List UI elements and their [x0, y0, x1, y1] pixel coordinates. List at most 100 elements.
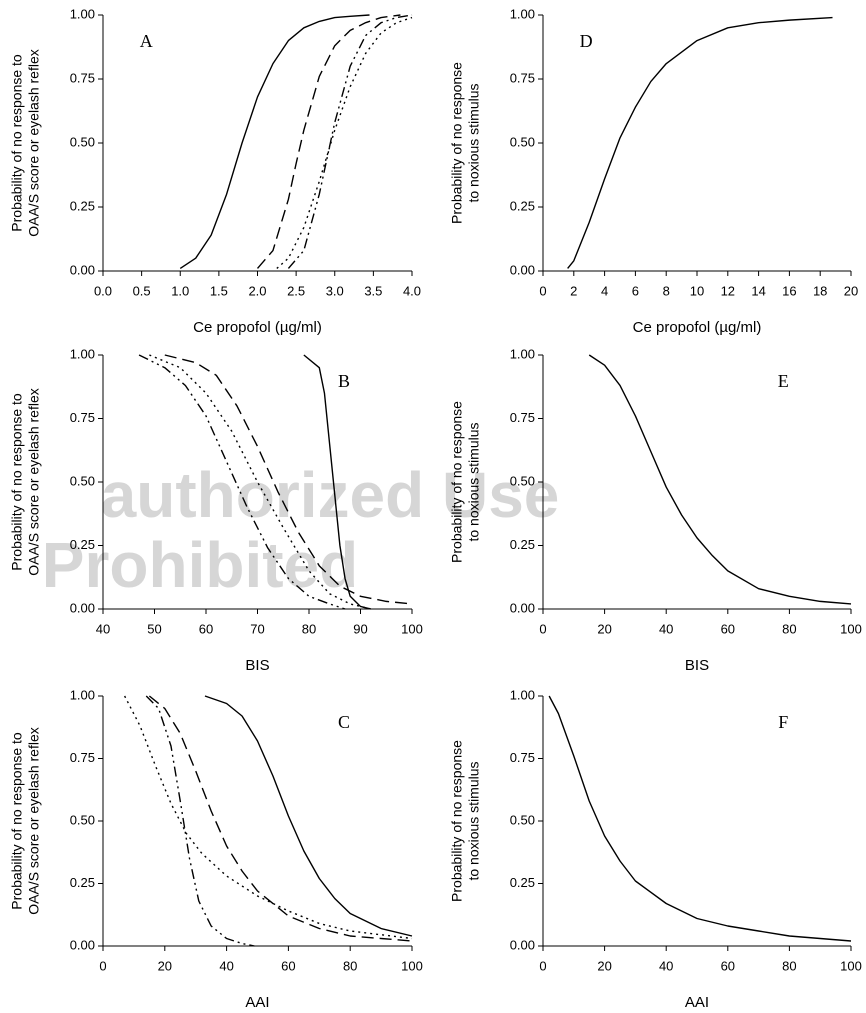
- curve: [148, 695, 413, 942]
- curve: [145, 695, 255, 947]
- curve: [567, 16, 833, 269]
- y-axis-title: Probability of no response to: [9, 393, 25, 571]
- x-tick-label: 3.5: [364, 283, 382, 298]
- x-tick-label: 0.0: [94, 283, 112, 298]
- x-tick-label: 70: [250, 621, 264, 636]
- y-tick-label: 0.75: [70, 70, 95, 85]
- x-tick-label: 2: [570, 283, 577, 298]
- x-tick-label: 100: [840, 958, 862, 973]
- x-axis-title: BIS: [685, 657, 709, 674]
- y-tick-label: 0.75: [510, 750, 535, 765]
- y-tick-label: 0.25: [70, 198, 95, 213]
- x-tick-label: 60: [281, 958, 295, 973]
- x-tick-label: 10: [690, 283, 704, 298]
- y-tick-label: 0.25: [510, 875, 535, 890]
- y-axis-title: Probability of no response: [449, 401, 465, 563]
- y-tick-label: 0.50: [510, 473, 535, 488]
- x-tick-label: 20: [158, 958, 172, 973]
- x-tick-label: 40: [659, 958, 673, 973]
- y-axis-title: OAA/S score or eyelash reflex: [26, 727, 42, 915]
- y-tick-label: 1.00: [70, 346, 95, 361]
- watermark: authorized Use: [101, 459, 560, 531]
- y-tick-label: 0.25: [70, 875, 95, 890]
- x-tick-label: 16: [782, 283, 796, 298]
- panel: 0.00 0.25 0.50 0.75 1.00 0.0 0.5 1.0 1.5 2.0 2.5 3.…: [9, 6, 421, 336]
- curve: [179, 14, 370, 270]
- x-tick-label: 4.0: [403, 283, 421, 298]
- y-tick-label: 0.25: [510, 198, 535, 213]
- panel: 0.00 0.25 0.50 0.75 1.00 0 20 40 60 80 100 AAI Proba…: [449, 687, 862, 1011]
- x-tick-label: 100: [401, 958, 423, 973]
- y-axis-title: to noxious stimulus: [466, 422, 482, 541]
- y-axis-title: to noxious stimulus: [466, 83, 482, 202]
- x-tick-label: 14: [751, 283, 765, 298]
- x-axis-title: BIS: [245, 657, 269, 674]
- x-tick-label: 0: [99, 958, 106, 973]
- x-tick-label: 100: [401, 621, 423, 636]
- x-tick-label: 40: [659, 621, 673, 636]
- x-tick-label: 2.5: [287, 283, 305, 298]
- y-tick-label: 0.75: [70, 750, 95, 765]
- x-axis-title: AAI: [245, 994, 269, 1011]
- x-tick-label: 0: [539, 283, 546, 298]
- y-axis-title: OAA/S score or eyelash reflex: [26, 388, 42, 576]
- x-tick-label: 0.5: [133, 283, 151, 298]
- x-tick-label: 40: [219, 958, 233, 973]
- y-tick-label: 1.00: [70, 6, 95, 21]
- y-axis-title: OAA/S score or eyelash reflex: [26, 49, 42, 237]
- y-tick-label: 0.25: [70, 537, 95, 552]
- y-axis-title: Probability of no response to: [9, 54, 25, 232]
- curve: [149, 354, 371, 610]
- curve: [124, 695, 413, 940]
- panel-label: B: [338, 371, 350, 391]
- x-axis-title: Ce propofol (µg/ml): [633, 319, 762, 336]
- x-tick-label: 6: [632, 283, 639, 298]
- x-tick-label: 20: [844, 283, 858, 298]
- panel-label: A: [140, 31, 153, 51]
- x-axis-title: Ce propofol (µg/ml): [193, 319, 322, 336]
- x-tick-label: 60: [721, 958, 735, 973]
- panel-label: D: [580, 31, 593, 51]
- curve: [164, 354, 413, 605]
- x-tick-label: 12: [721, 283, 735, 298]
- x-tick-label: 80: [302, 621, 316, 636]
- y-tick-label: 1.00: [510, 346, 535, 361]
- y-tick-label: 0.00: [510, 600, 535, 615]
- curve: [204, 695, 413, 937]
- x-tick-label: 60: [721, 621, 735, 636]
- curve: [138, 354, 346, 610]
- x-tick-label: 18: [813, 283, 827, 298]
- x-axis-title: AAI: [685, 994, 709, 1011]
- y-tick-label: 1.00: [510, 687, 535, 702]
- panel: 0.00 0.25 0.50 0.75 1.00 0 2 4 6 8 10 12 14 16 18 20 Ce …: [449, 6, 859, 336]
- y-tick-label: 0.00: [510, 937, 535, 952]
- y-axis-title: Probability of no response: [449, 740, 465, 902]
- y-tick-label: 0.50: [510, 134, 535, 149]
- x-tick-label: 8: [663, 283, 670, 298]
- curve: [548, 695, 852, 942]
- panel-label: C: [338, 712, 350, 732]
- curve: [256, 14, 401, 269]
- y-tick-label: 0.75: [510, 410, 535, 425]
- y-tick-label: 0.75: [70, 410, 95, 425]
- y-tick-label: 0.00: [70, 262, 95, 277]
- y-tick-label: 0.25: [510, 537, 535, 552]
- y-tick-label: 0.50: [510, 812, 535, 827]
- x-tick-label: 0: [539, 621, 546, 636]
- y-tick-label: 0.50: [70, 812, 95, 827]
- x-tick-label: 4: [601, 283, 608, 298]
- x-tick-label: 20: [597, 621, 611, 636]
- y-axis-title: Probability of no response: [449, 62, 465, 224]
- y-tick-label: 0.00: [510, 262, 535, 277]
- panel-label: F: [778, 712, 788, 732]
- x-tick-label: 0: [539, 958, 546, 973]
- curve: [303, 354, 371, 610]
- x-tick-label: 40: [96, 621, 110, 636]
- y-tick-label: 0.75: [510, 70, 535, 85]
- x-tick-label: 1.0: [171, 283, 189, 298]
- panel: 0.00 0.25 0.50 0.75 1.00 0 20 40 60 80 100 BIS Proba…: [449, 346, 862, 674]
- curve: [276, 16, 413, 269]
- curve: [287, 14, 413, 269]
- x-tick-label: 90: [353, 621, 367, 636]
